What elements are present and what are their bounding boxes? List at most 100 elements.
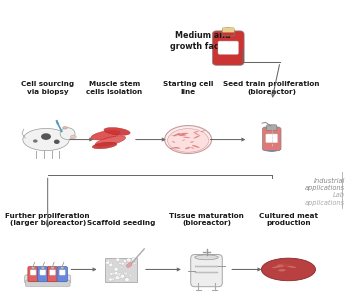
Circle shape — [116, 258, 120, 262]
Ellipse shape — [33, 140, 38, 143]
Circle shape — [124, 260, 127, 262]
FancyBboxPatch shape — [28, 266, 38, 282]
Ellipse shape — [195, 255, 218, 260]
Ellipse shape — [192, 145, 200, 148]
Ellipse shape — [276, 263, 290, 267]
Ellipse shape — [91, 130, 120, 140]
FancyBboxPatch shape — [59, 270, 65, 275]
Ellipse shape — [272, 266, 281, 268]
Ellipse shape — [182, 140, 185, 141]
Ellipse shape — [190, 141, 194, 143]
Circle shape — [126, 263, 129, 265]
Circle shape — [120, 274, 125, 278]
Circle shape — [109, 263, 113, 267]
Circle shape — [121, 270, 123, 272]
FancyBboxPatch shape — [40, 270, 46, 275]
FancyBboxPatch shape — [47, 266, 58, 282]
Ellipse shape — [263, 147, 281, 151]
Circle shape — [123, 260, 125, 261]
FancyBboxPatch shape — [57, 266, 68, 282]
Circle shape — [106, 261, 110, 264]
Circle shape — [121, 262, 125, 265]
Circle shape — [109, 278, 112, 281]
Ellipse shape — [175, 147, 180, 149]
FancyBboxPatch shape — [195, 266, 218, 267]
Ellipse shape — [168, 129, 209, 152]
Text: Muscle stem
cells isolation: Muscle stem cells isolation — [87, 81, 143, 95]
Ellipse shape — [104, 128, 130, 135]
Ellipse shape — [63, 126, 67, 129]
Ellipse shape — [191, 147, 194, 149]
Ellipse shape — [261, 258, 315, 281]
FancyBboxPatch shape — [25, 280, 70, 286]
FancyBboxPatch shape — [25, 275, 71, 284]
Circle shape — [124, 272, 127, 275]
Ellipse shape — [193, 135, 200, 139]
Circle shape — [31, 266, 35, 269]
FancyBboxPatch shape — [38, 266, 48, 282]
Ellipse shape — [173, 133, 181, 136]
FancyBboxPatch shape — [213, 31, 244, 65]
Circle shape — [114, 267, 118, 271]
Ellipse shape — [193, 131, 198, 133]
Ellipse shape — [223, 28, 233, 31]
FancyBboxPatch shape — [222, 28, 234, 32]
Circle shape — [114, 272, 118, 275]
Ellipse shape — [23, 128, 69, 151]
FancyBboxPatch shape — [262, 127, 281, 151]
Ellipse shape — [178, 135, 187, 136]
Text: Starting cell
line: Starting cell line — [163, 81, 213, 95]
Circle shape — [127, 258, 131, 262]
Circle shape — [51, 266, 54, 269]
Circle shape — [61, 266, 64, 269]
Ellipse shape — [177, 134, 185, 135]
Ellipse shape — [127, 263, 132, 267]
Ellipse shape — [70, 135, 76, 139]
Circle shape — [110, 262, 112, 264]
Circle shape — [111, 272, 114, 275]
Circle shape — [107, 260, 111, 263]
Ellipse shape — [278, 269, 286, 272]
Ellipse shape — [181, 133, 188, 134]
Text: Medium and
growth factors: Medium and growth factors — [170, 31, 236, 51]
Ellipse shape — [194, 133, 199, 135]
Text: Industrial
applications: Industrial applications — [305, 178, 345, 191]
Ellipse shape — [287, 266, 296, 268]
Ellipse shape — [185, 147, 190, 149]
Ellipse shape — [172, 141, 175, 143]
Text: Lab
applications: Lab applications — [305, 192, 345, 206]
Text: Tissue maturation
(bioreactor): Tissue maturation (bioreactor) — [169, 213, 244, 226]
FancyBboxPatch shape — [105, 258, 137, 282]
Ellipse shape — [95, 136, 126, 146]
Circle shape — [134, 262, 136, 265]
Circle shape — [117, 272, 121, 275]
Ellipse shape — [277, 265, 284, 267]
FancyBboxPatch shape — [266, 134, 278, 143]
Circle shape — [129, 274, 132, 277]
Ellipse shape — [171, 135, 178, 136]
Circle shape — [123, 276, 125, 278]
Circle shape — [119, 262, 121, 264]
Circle shape — [111, 278, 114, 280]
Text: Scaffold seeding: Scaffold seeding — [87, 220, 156, 226]
Circle shape — [121, 266, 123, 268]
Text: Cultured meat
production: Cultured meat production — [259, 213, 318, 226]
Circle shape — [123, 276, 125, 278]
Text: Further proliferation
(larger bioreactor): Further proliferation (larger bioreactor… — [5, 213, 90, 226]
Circle shape — [116, 272, 120, 276]
Ellipse shape — [164, 126, 211, 154]
Circle shape — [116, 273, 119, 276]
FancyBboxPatch shape — [195, 272, 218, 274]
Circle shape — [118, 276, 121, 279]
Ellipse shape — [183, 137, 190, 138]
Text: Seed train proliferation
(bioreactor): Seed train proliferation (bioreactor) — [224, 81, 320, 95]
Circle shape — [41, 266, 44, 269]
Circle shape — [115, 276, 120, 280]
Text: Cell sourcing
via biopsy: Cell sourcing via biopsy — [21, 81, 74, 95]
Ellipse shape — [60, 128, 75, 140]
Ellipse shape — [54, 140, 60, 144]
FancyBboxPatch shape — [191, 255, 222, 287]
Ellipse shape — [92, 142, 117, 149]
Ellipse shape — [41, 133, 51, 140]
FancyBboxPatch shape — [267, 125, 277, 130]
